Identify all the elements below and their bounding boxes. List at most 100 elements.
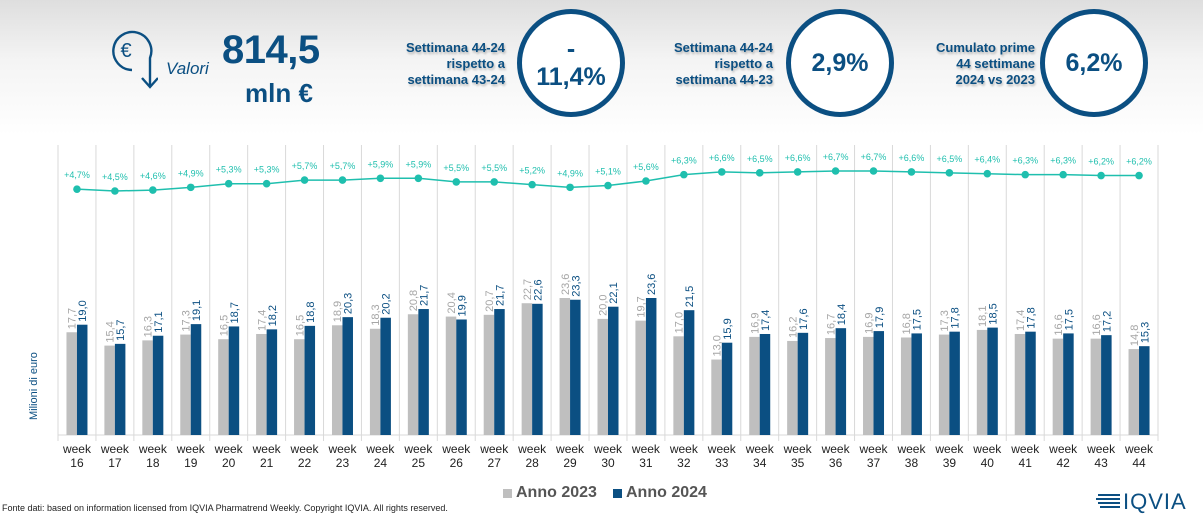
total-unit: mln €	[245, 78, 313, 108]
source-footnote: Fonte dati: based on information license…	[2, 503, 448, 513]
growth-point	[680, 170, 688, 179]
growth-label: +5,1%	[595, 167, 621, 177]
bar-2023	[180, 334, 191, 435]
data-label-2024: 20,2	[381, 293, 393, 314]
bar-2023	[863, 336, 874, 435]
growth-point	[149, 186, 157, 194]
valori-label: Valori	[166, 59, 209, 78]
data-label-2024: 18,2	[267, 305, 279, 326]
growth-label: +4,7%	[64, 170, 90, 180]
bar-2023	[559, 298, 571, 435]
growth-point	[869, 167, 878, 175]
x-tick-label-word: week	[365, 442, 395, 456]
growth-label: +6,6%	[899, 153, 925, 163]
x-tick-label-number: 41	[1019, 456, 1033, 470]
growth-point	[528, 180, 536, 189]
data-label-2023: 20,4	[446, 292, 458, 313]
data-label-2023: 18,3	[370, 304, 382, 325]
data-label-2024: 17,2	[1101, 311, 1113, 332]
x-tick-label-number: 38	[905, 456, 919, 470]
x-tick-label-word: week	[1010, 442, 1040, 456]
data-label-2023: 16,6	[1053, 314, 1065, 335]
x-tick-label-number: 29	[563, 456, 577, 470]
legend-label-2024: Anno 2024	[626, 484, 707, 501]
growth-point	[717, 168, 726, 176]
x-tick-label-number: 32	[677, 456, 691, 470]
growth-label: +6,6%	[709, 153, 735, 163]
growth-point	[490, 178, 499, 186]
growth-point	[186, 183, 195, 192]
data-label-2024: 20,3	[343, 293, 355, 314]
growth-point	[338, 176, 347, 184]
growth-label: +5,6%	[633, 162, 659, 172]
x-tick-label-number: 27	[488, 456, 502, 470]
bar-2023	[445, 316, 457, 435]
growth-label: +5,2%	[519, 166, 545, 176]
weekly-sales-chart: 17,719,0week1615,415,7week1716,317,1week…	[57, 145, 1159, 470]
data-label-2023: 17,3	[939, 310, 951, 331]
data-label-2023: 13,0	[712, 335, 724, 356]
data-label-2023: 14,8	[1129, 325, 1141, 346]
bar-2024	[721, 342, 733, 435]
growth-point	[111, 187, 119, 195]
growth-point	[1135, 171, 1143, 180]
bar-2024	[1025, 331, 1036, 435]
total-value: 814,5	[222, 28, 320, 72]
growth-point	[983, 169, 992, 178]
growth-label: +6,6%	[785, 153, 811, 163]
growth-label: +6,2%	[1088, 157, 1114, 167]
bar-2023	[521, 303, 533, 435]
x-tick-label-number: 23	[336, 456, 350, 470]
bar-2024	[987, 327, 998, 435]
x-tick-label-word: week	[859, 442, 889, 456]
growth-label: +6,4%	[974, 155, 1000, 165]
growth-label: +5,7%	[330, 161, 356, 171]
x-tick-label-number: 20	[222, 456, 236, 470]
data-label-2023: 17,7	[67, 308, 79, 329]
growth-point	[1097, 171, 1105, 180]
x-tick-label-number: 25	[412, 456, 426, 470]
growth-point	[907, 168, 916, 176]
x-tick-label-word: week	[631, 442, 661, 456]
data-label-2023: 20,7	[484, 290, 496, 311]
bar-2024	[1139, 346, 1150, 435]
bar-2023	[104, 345, 115, 435]
x-tick-label-number: 24	[374, 456, 388, 470]
bar-2023	[976, 329, 988, 435]
x-tick-label-word: week	[896, 442, 926, 456]
kpi-yoy-week-value: 2,9%	[786, 9, 894, 117]
data-label-2023: 17,4	[256, 310, 268, 331]
bar-2024	[266, 329, 278, 435]
growth-point	[224, 179, 233, 188]
bar-2023	[369, 328, 381, 435]
x-tick-label-number: 17	[108, 456, 122, 470]
growth-point	[604, 181, 612, 190]
bar-2023	[407, 314, 419, 435]
data-label-2024: 19,9	[457, 295, 469, 316]
bar-2023	[938, 334, 950, 435]
growth-label: +5,7%	[292, 161, 318, 171]
growth-label: +4,5%	[102, 172, 128, 182]
data-label-2024: 18,5	[988, 303, 1000, 324]
bar-2024	[911, 333, 922, 435]
bar-2024	[342, 317, 353, 435]
x-tick-label-number: 28	[525, 456, 539, 470]
growth-point	[566, 183, 574, 192]
bar-2024	[797, 332, 809, 435]
growth-point	[831, 167, 840, 175]
bar-2024	[380, 317, 391, 435]
bar-2023	[483, 314, 495, 435]
x-tick-label-word: week	[745, 442, 775, 456]
x-tick-label-number: 19	[184, 456, 198, 470]
x-tick-label-number: 35	[791, 456, 805, 470]
data-label-2023: 23,6	[560, 274, 572, 295]
x-tick-label-number: 40	[981, 456, 995, 470]
data-label-2024: 22,1	[608, 282, 620, 303]
bar-2023	[635, 320, 646, 435]
data-label-2024: 15,7	[115, 319, 127, 340]
bar-2024	[190, 324, 202, 435]
x-tick-label-number: 37	[867, 456, 881, 470]
data-label-2024: 23,6	[646, 274, 658, 295]
growth-label: +5,3%	[254, 165, 280, 175]
data-label-2024: 21,5	[684, 286, 696, 307]
